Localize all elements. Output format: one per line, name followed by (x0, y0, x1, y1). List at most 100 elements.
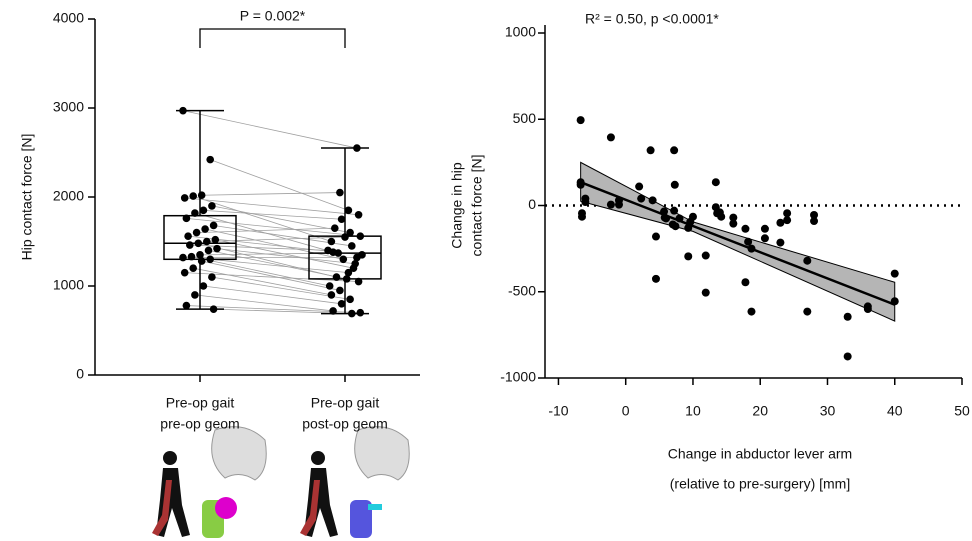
data-point (354, 211, 363, 219)
data-point (711, 178, 720, 187)
data-point (208, 273, 216, 281)
pair-line (206, 236, 346, 242)
y-axis-label: contact force [N] (469, 155, 485, 257)
data-point (206, 155, 214, 164)
x-tick-label: Pre-op gait (166, 395, 235, 411)
data-point (646, 146, 655, 155)
data-point (670, 146, 679, 155)
data-point (356, 232, 365, 240)
data-point (863, 305, 872, 313)
data-point (346, 228, 354, 237)
x-tick-label: 40 (887, 403, 903, 419)
annotation: R² = 0.50, p <0.0001* (585, 11, 719, 27)
data-point (744, 237, 753, 246)
pair-line (194, 294, 334, 312)
pair-line (203, 209, 342, 220)
data-point (337, 300, 346, 308)
data-point (204, 246, 213, 255)
pair-line (216, 248, 356, 265)
y-tick-label: 3000 (53, 99, 84, 115)
data-point (339, 255, 348, 264)
data-point (341, 233, 349, 241)
data-point (191, 291, 199, 299)
y-axis-label: Hip contact force [N] (19, 134, 35, 261)
y-tick-label: 1000 (505, 24, 536, 40)
y-tick-label: -500 (508, 282, 536, 298)
model-icon (300, 426, 410, 538)
data-point (325, 282, 334, 290)
data-point (684, 252, 693, 261)
data-point (209, 305, 218, 313)
data-point (180, 268, 189, 277)
x-tick-label: -10 (548, 403, 568, 419)
data-point (760, 224, 769, 233)
data-point (776, 218, 785, 227)
data-point (334, 249, 343, 257)
pair-line (211, 276, 351, 300)
data-point (577, 212, 586, 221)
x-tick-label: Pre-op gait (311, 395, 380, 411)
data-point (332, 273, 341, 281)
pair-line (182, 110, 357, 149)
data-point (747, 307, 756, 316)
data-point (199, 282, 208, 290)
x-tick-label: post-op geom (302, 416, 388, 432)
y-tick-label: 500 (513, 110, 537, 126)
data-point (353, 144, 361, 152)
significance-bracket (199, 28, 346, 48)
data-point (810, 217, 819, 226)
data-point (637, 194, 646, 203)
x-tick-label: 20 (752, 403, 768, 419)
data-point (776, 238, 785, 247)
data-point (356, 308, 365, 317)
data-point (189, 192, 197, 200)
data-point (348, 242, 356, 250)
data-point (614, 200, 623, 209)
data-point (803, 307, 812, 316)
data-point (353, 253, 361, 262)
data-point (810, 210, 819, 219)
data-point (189, 264, 197, 273)
data-point (741, 278, 750, 287)
data-point (648, 196, 657, 205)
data-point (197, 257, 206, 265)
data-point (346, 295, 354, 304)
data-point (208, 202, 216, 210)
model-icon (152, 426, 267, 538)
x-tick-label: 30 (820, 403, 836, 419)
data-point (760, 234, 769, 243)
y-tick-label: 0 (76, 366, 84, 382)
data-point (670, 180, 679, 189)
data-point (670, 206, 679, 215)
pair-line (193, 267, 332, 296)
data-point (635, 182, 644, 191)
confidence-band (580, 161, 896, 322)
pair-line (201, 192, 340, 196)
pair-line (193, 195, 332, 242)
pair-line (186, 217, 361, 237)
data-point (651, 274, 660, 283)
pair-line (205, 228, 344, 260)
x-tick-label: 50 (954, 403, 970, 419)
annotation: P = 0.002* (240, 8, 306, 24)
pair-line (203, 285, 342, 305)
data-point (327, 291, 336, 299)
data-point (348, 309, 356, 318)
data-point (890, 269, 899, 278)
data-point (180, 194, 189, 202)
y-tick-label: -1000 (500, 369, 536, 385)
data-point (688, 212, 697, 221)
pair-line (191, 256, 330, 287)
data-point (803, 256, 812, 265)
data-point (843, 312, 852, 321)
data-point (701, 288, 710, 297)
pair-line (208, 250, 347, 280)
data-point (336, 286, 344, 295)
data-point (179, 253, 187, 262)
data-point (331, 224, 339, 232)
data-point (783, 216, 792, 225)
data-point (206, 255, 214, 264)
data-point (194, 239, 203, 248)
data-point (179, 106, 187, 115)
data-point (201, 225, 209, 233)
